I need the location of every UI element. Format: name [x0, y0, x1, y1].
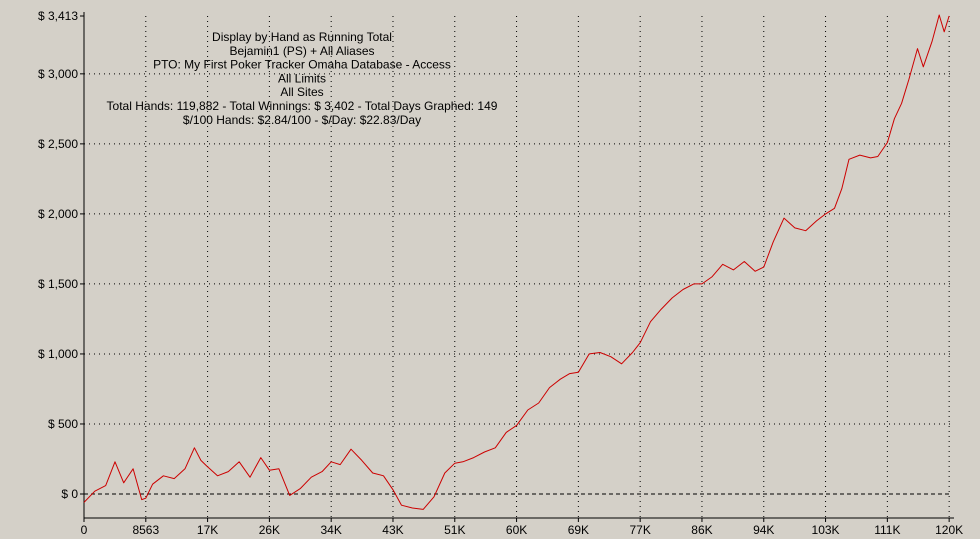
x-tick-label: 51K	[444, 523, 465, 537]
chart-title-line: $/100 Hands: $2.84/100 - $/Day: $22.83/D…	[183, 113, 421, 127]
y-tick-label: $ 3,413	[38, 9, 78, 23]
x-tick-label: 77K	[629, 523, 650, 537]
series-group	[83, 14, 950, 510]
x-tick-label: 94K	[753, 523, 774, 537]
x-tick-label: 111K	[874, 523, 900, 537]
chart-title-block: Display by Hand as Running TotalBejamin1…	[107, 30, 498, 127]
x-tick-label: 26K	[259, 523, 280, 537]
x-axis-ticks: 0 8563 17K 26K 34K 43K 51K 60K 69K 77K 86K 94K 103K 1…	[81, 518, 963, 537]
chart-title-line: Bejamin1 (PS) + All Aliases	[229, 44, 374, 58]
x-tick-label: 60K	[506, 523, 527, 537]
y-tick-label: $ 500	[48, 417, 78, 431]
x-tick-label: 8563	[132, 523, 159, 537]
y-axis-ticks: $ 0 $ 500 $ 1,000 $ 1,500 $ 2,000 $ 2,500 $ 3,…	[38, 9, 84, 501]
x-tick-label: 0	[81, 523, 88, 537]
y-tick-label: $ 3,000	[38, 67, 78, 81]
x-tick-label: 86K	[691, 523, 712, 537]
x-tick-label: 69K	[568, 523, 589, 537]
x-tick-label: 34K	[321, 523, 342, 537]
chart-title-line: Display by Hand as Running Total	[212, 30, 392, 44]
y-tick-label: $ 2,000	[38, 207, 78, 221]
x-tick-label: 120K	[935, 523, 963, 537]
chart-title-line: All Limits	[278, 71, 326, 85]
grid-lines	[84, 16, 950, 518]
series-line	[83, 14, 950, 510]
chart-title-line: All Sites	[280, 85, 323, 99]
y-tick-label: $ 0	[61, 487, 78, 501]
x-tick-label: 17K	[197, 523, 218, 537]
y-tick-label: $ 2,500	[38, 137, 78, 151]
x-tick-label: 43K	[382, 523, 403, 537]
axes	[83, 12, 954, 519]
chart-title-line: Total Hands: 119,882 - Total Winnings: $…	[107, 99, 498, 113]
y-tick-label: $ 1,000	[38, 347, 78, 361]
chart-title-line: PTO: My First Poker Tracker Omaha Databa…	[153, 58, 451, 72]
x-tick-label: 103K	[812, 523, 840, 537]
y-tick-label: $ 1,500	[38, 277, 78, 291]
